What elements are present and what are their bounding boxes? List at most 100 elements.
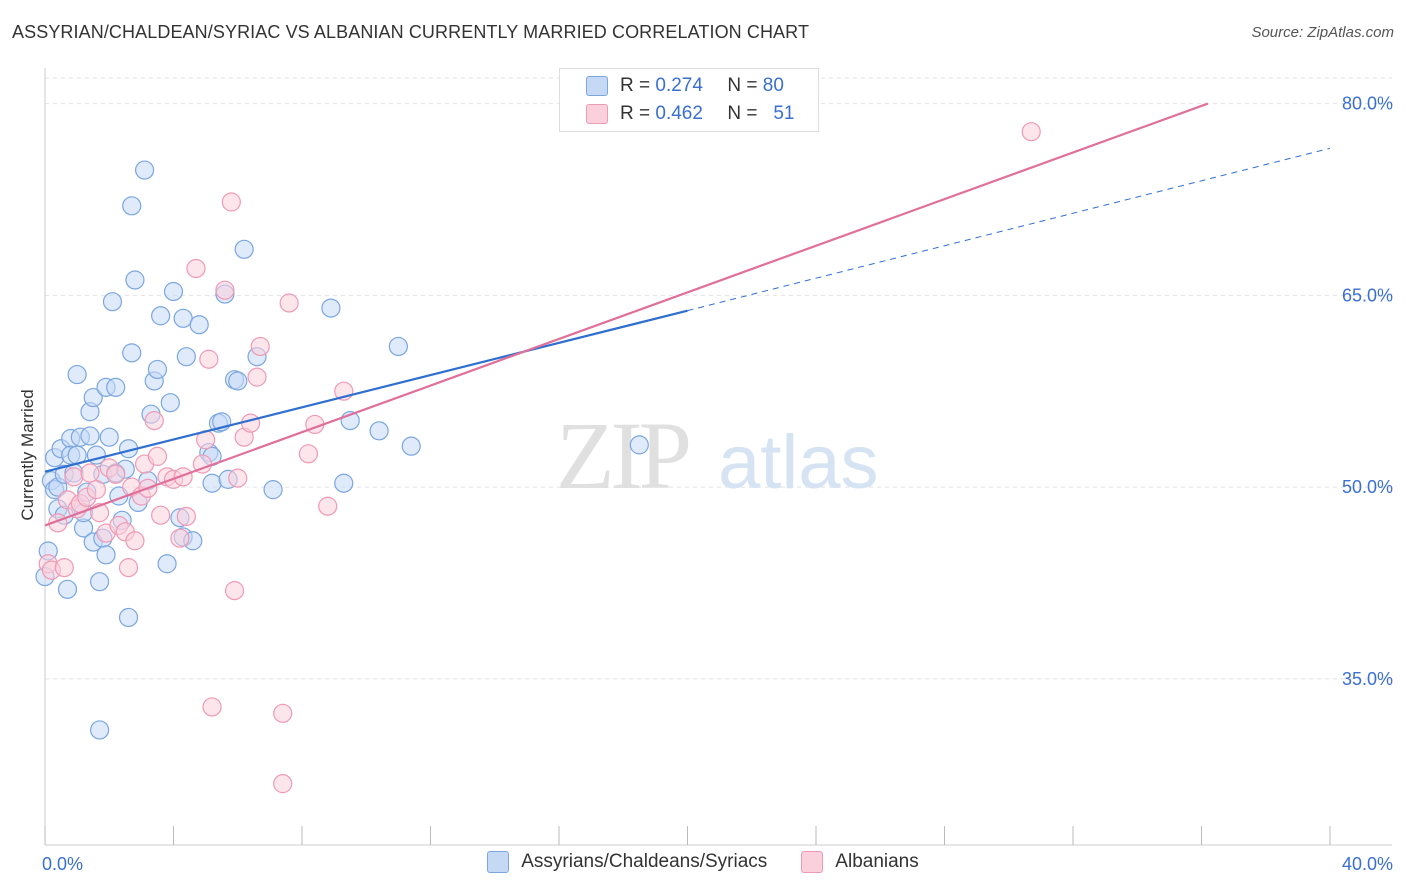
legend-swatch-assyrians (586, 76, 608, 96)
point-assyrians (83, 387, 103, 408)
watermark-zip: ZIP (556, 402, 689, 509)
bottom-legend-label-albanians: Albanians (835, 851, 919, 872)
point-albanians (215, 280, 235, 300)
y-tick-label: 65.0% (1342, 285, 1393, 305)
grid-lines (45, 77, 1392, 680)
point-assyrians (102, 292, 123, 312)
bottom-legend: Assyrians/Chaldeans/Syriacs Albanians (0, 851, 1406, 873)
bottom-legend-swatch-assyrians (487, 851, 510, 873)
point-albanians (125, 531, 145, 551)
point-assyrians (99, 427, 119, 447)
bottom-legend-item-albanians[interactable]: Albanians (801, 851, 919, 873)
point-albanians (298, 444, 319, 464)
point-albanians (118, 558, 139, 578)
point-assyrians (334, 473, 354, 493)
legend-r-value-albanians: 0.462 (655, 103, 703, 124)
trend-line-albanians (44, 102, 1209, 527)
point-assyrians (263, 480, 283, 500)
point-assyrians (67, 364, 87, 385)
point-albanians (1021, 122, 1041, 142)
point-assyrians (202, 473, 222, 493)
point-assyrians (57, 579, 78, 599)
y-axis-label: Currently Married (18, 389, 37, 520)
legend-box: R = 0.274 N = 80 R = 0.462 N = 51 (559, 68, 819, 132)
point-assyrians (176, 347, 196, 367)
chart-title: ASSYRIAN/CHALDEAN/SYRIAC VS ALBANIAN CUR… (12, 22, 810, 42)
point-albanians (318, 496, 338, 516)
point-albanians (279, 293, 299, 313)
point-assyrians (160, 393, 180, 413)
point-assyrians (189, 315, 209, 335)
point-assyrians (147, 359, 168, 380)
y-tick-label: 35.0% (1342, 669, 1393, 689)
legend-r-label: R = (620, 75, 651, 96)
legend-n-label: N = (727, 75, 758, 96)
point-albanians (250, 336, 270, 357)
legend-row-albanians: R = 0.462 N = 51 (586, 102, 794, 126)
tick-labels: 35.0% 50.0% 65.0% 80.0% 0.0% 40.0% (42, 94, 1393, 874)
point-assyrians (90, 720, 110, 740)
point-albanians (173, 467, 193, 487)
watermark-atlas: atlas (718, 420, 879, 505)
point-albanians (199, 349, 219, 369)
point-albanians (273, 774, 293, 794)
scatter-points (35, 122, 1041, 794)
legend-r-value-assyrians: 0.274 (655, 75, 703, 96)
point-albanians (186, 258, 206, 279)
point-albanians (273, 703, 293, 723)
trend-line-assyrians-extension (687, 147, 1331, 312)
point-assyrians (125, 270, 145, 290)
point-albanians (54, 558, 74, 578)
point-assyrians (321, 298, 341, 318)
point-albanians (151, 505, 171, 525)
x-tick-label-max: 40.0% (1342, 854, 1393, 874)
point-assyrians (122, 196, 142, 216)
point-albanians (170, 528, 190, 548)
point-albanians (241, 413, 261, 433)
point-albanians (221, 192, 241, 212)
point-assyrians (122, 343, 142, 363)
legend-swatch-albanians (586, 104, 608, 124)
chart-source: Source: ZipAtlas.com (1251, 24, 1394, 41)
point-albanians (147, 446, 168, 466)
bottom-legend-swatch-albanians (801, 851, 824, 873)
point-assyrians (388, 336, 408, 357)
point-assyrians (134, 160, 155, 180)
point-assyrians (228, 371, 248, 391)
legend-n-value-albanians: 51 (773, 103, 795, 124)
trend-lines (44, 102, 1331, 527)
point-albanians (202, 697, 222, 717)
point-assyrians (118, 607, 139, 628)
bottom-legend-item-assyrians[interactable]: Assyrians/Chaldeans/Syriacs (487, 851, 767, 873)
point-assyrians (80, 426, 100, 446)
trend-line-assyrians (44, 309, 688, 473)
point-albanians (106, 464, 126, 484)
point-albanians (176, 506, 196, 527)
point-assyrians (234, 239, 254, 259)
point-albanians (224, 581, 245, 601)
point-albanians (86, 480, 107, 500)
point-assyrians (106, 377, 126, 397)
point-assyrians (90, 572, 110, 592)
point-albanians (64, 467, 84, 487)
legend-n-value-assyrians: 80 (762, 75, 784, 96)
point-assyrians (163, 281, 184, 302)
legend-row-assyrians: R = 0.274 N = 80 (586, 74, 784, 98)
y-tick-label: 80.0% (1342, 94, 1393, 114)
point-assyrians (173, 308, 193, 328)
point-albanians (80, 463, 100, 483)
legend-n-label: N = (727, 103, 758, 124)
point-albanians (228, 468, 248, 488)
legend-r-label: R = (620, 103, 651, 124)
point-assyrians (157, 554, 177, 574)
point-assyrians (369, 421, 389, 441)
point-albanians (247, 367, 267, 387)
bottom-legend-label-assyrians: Assyrians/Chaldeans/Syriacs (521, 851, 768, 872)
point-assyrians (96, 545, 116, 565)
point-assyrians (401, 436, 421, 456)
y-tick-label: 50.0% (1342, 477, 1393, 497)
point-albanians (144, 410, 164, 431)
axes (44, 68, 1392, 846)
point-assyrians (629, 435, 649, 455)
